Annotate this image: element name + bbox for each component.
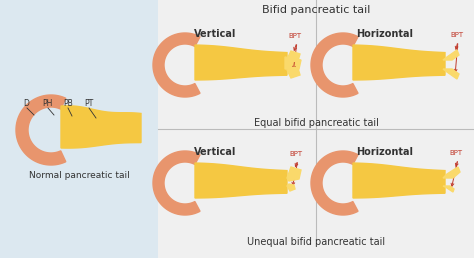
Text: Unequal bifid pancreatic tail: Unequal bifid pancreatic tail bbox=[247, 237, 385, 247]
Text: BPT: BPT bbox=[449, 150, 463, 156]
Polygon shape bbox=[443, 167, 460, 178]
Polygon shape bbox=[443, 69, 459, 79]
Text: PB: PB bbox=[63, 99, 73, 108]
Text: Equal bifid pancreatic tail: Equal bifid pancreatic tail bbox=[254, 118, 378, 128]
Polygon shape bbox=[353, 45, 445, 80]
Polygon shape bbox=[311, 151, 358, 215]
Polygon shape bbox=[443, 186, 454, 192]
Text: Horizontal: Horizontal bbox=[356, 147, 413, 157]
Text: BPT: BPT bbox=[290, 151, 302, 157]
Polygon shape bbox=[195, 45, 287, 80]
Polygon shape bbox=[353, 163, 445, 198]
Text: Vertical: Vertical bbox=[194, 147, 236, 157]
Text: PH: PH bbox=[42, 99, 52, 108]
Polygon shape bbox=[285, 57, 301, 69]
Text: Bifid pancreatic tail: Bifid pancreatic tail bbox=[262, 5, 370, 15]
Polygon shape bbox=[311, 33, 358, 97]
Polygon shape bbox=[195, 163, 287, 198]
Polygon shape bbox=[153, 33, 200, 97]
Text: BPT: BPT bbox=[450, 32, 464, 38]
Polygon shape bbox=[287, 67, 300, 78]
Polygon shape bbox=[287, 51, 300, 62]
Polygon shape bbox=[153, 151, 200, 215]
Polygon shape bbox=[16, 95, 66, 165]
Polygon shape bbox=[61, 106, 141, 148]
Text: Normal pancreatic tail: Normal pancreatic tail bbox=[28, 172, 129, 181]
Text: Horizontal: Horizontal bbox=[356, 29, 413, 39]
FancyBboxPatch shape bbox=[158, 0, 474, 258]
Polygon shape bbox=[443, 50, 459, 60]
Polygon shape bbox=[287, 167, 301, 181]
Text: Vertical: Vertical bbox=[194, 29, 236, 39]
Text: D: D bbox=[23, 99, 29, 108]
Text: BPT: BPT bbox=[289, 33, 301, 39]
Text: PT: PT bbox=[84, 99, 93, 108]
FancyBboxPatch shape bbox=[0, 0, 158, 258]
Polygon shape bbox=[287, 184, 295, 191]
